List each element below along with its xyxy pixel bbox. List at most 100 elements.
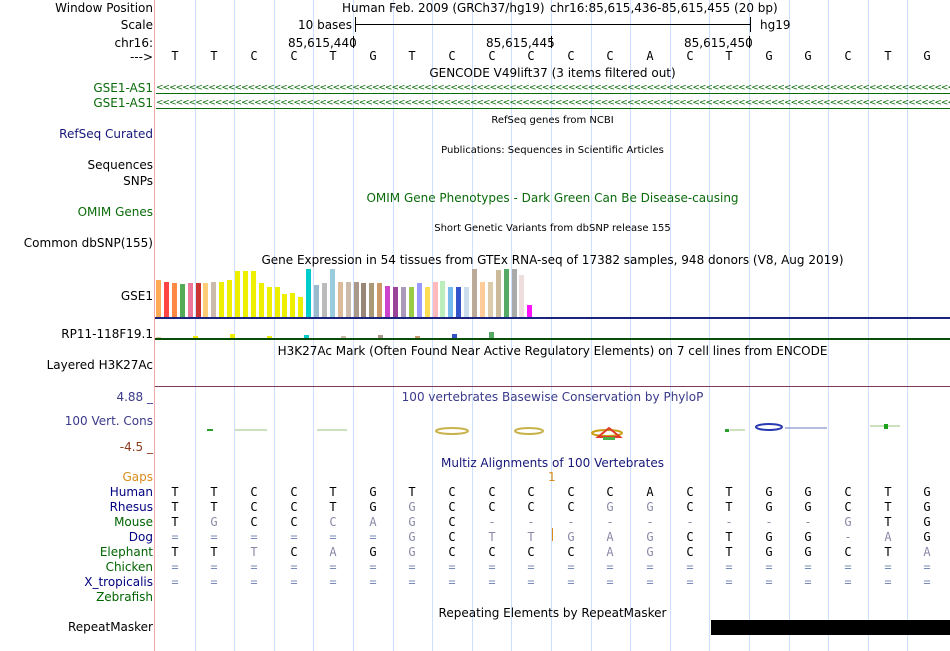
expression-bar[interactable] — [337, 282, 343, 318]
alignment-base: A — [606, 545, 614, 559]
gse1-expression-chart[interactable] — [155, 268, 950, 318]
expression-bar[interactable] — [361, 283, 367, 318]
species-label[interactable]: Rhesus — [109, 500, 153, 514]
expression-bar[interactable] — [219, 282, 225, 318]
expression-bar[interactable] — [314, 285, 319, 318]
expression-bar[interactable] — [282, 294, 288, 318]
gene-label-gse1-as1[interactable]: GSE1-AS1 — [93, 81, 153, 95]
refseq-track-title[interactable]: RefSeq genes from NCBI — [491, 115, 614, 126]
expression-bar[interactable] — [242, 271, 248, 318]
expression-bar[interactable] — [250, 271, 256, 318]
gencode-track-title[interactable]: GENCODE V49lift37 (3 items filtered out) — [429, 66, 676, 80]
rmsk-label[interactable]: RepeatMasker — [67, 620, 153, 634]
expression-bar[interactable] — [171, 283, 177, 318]
expression-bar[interactable] — [495, 270, 501, 318]
expression-bar[interactable] — [353, 282, 359, 318]
omim-label[interactable]: OMIM Genes — [77, 205, 153, 219]
expression-bar[interactable] — [230, 334, 235, 339]
expression-bar[interactable] — [266, 287, 272, 318]
species-label[interactable]: Chicken — [105, 560, 153, 574]
expression-bar[interactable] — [489, 332, 494, 339]
rp11-label[interactable]: RP11-118F19.1 — [61, 327, 153, 341]
expression-bar[interactable] — [456, 287, 462, 318]
dbsnp-track-title[interactable]: Short Genetic Variants from dbSNP releas… — [434, 223, 671, 234]
expression-bar[interactable] — [527, 305, 533, 318]
expression-bar[interactable] — [329, 269, 335, 318]
species-label[interactable]: Human — [109, 485, 153, 499]
expression-bar[interactable] — [385, 286, 391, 318]
expression-bar[interactable] — [258, 283, 264, 318]
alignment-base: G — [804, 545, 812, 559]
expression-bar[interactable] — [378, 335, 383, 339]
expression-bar[interactable] — [290, 293, 296, 318]
expression-bar[interactable] — [369, 283, 375, 318]
conservation-track-title[interactable]: 100 vertebrates Basewise Conservation by… — [401, 390, 704, 404]
expression-bar[interactable] — [211, 282, 217, 318]
species-label[interactable]: Dog — [128, 530, 153, 544]
expression-bar[interactable] — [298, 297, 304, 318]
scale-text: 10 bases — [298, 18, 352, 32]
species-label[interactable]: X_tropicalis — [84, 575, 153, 589]
expression-bar[interactable] — [448, 287, 454, 318]
alignment-base: T — [329, 485, 337, 499]
snps-label[interactable]: SNPs — [123, 174, 153, 188]
expression-bar[interactable] — [187, 283, 193, 318]
multiz-track-title[interactable]: Multiz Alignments of 100 Vertebrates — [440, 456, 665, 470]
gaps-label[interactable]: Gaps — [122, 470, 153, 484]
expression-bar[interactable] — [227, 280, 233, 318]
expression-bar[interactable] — [321, 283, 327, 318]
conservation-plot[interactable] — [155, 418, 950, 442]
expression-bar[interactable] — [306, 269, 312, 318]
expression-bar[interactable] — [274, 287, 280, 318]
gene-label-gse1-as1[interactable]: GSE1-AS1 — [93, 96, 153, 110]
expression-bar[interactable] — [464, 287, 470, 318]
expression-bar[interactable] — [267, 336, 272, 339]
expression-bar[interactable] — [345, 282, 351, 318]
expression-bar[interactable] — [487, 282, 493, 318]
expression-bar[interactable] — [304, 335, 309, 339]
expression-bar[interactable] — [400, 287, 406, 318]
expression-bar[interactable] — [163, 282, 169, 318]
expression-bar[interactable] — [193, 336, 198, 339]
expression-bar[interactable] — [424, 287, 430, 318]
expression-bar[interactable] — [393, 287, 398, 318]
expression-bar[interactable] — [416, 283, 422, 318]
expression-bar[interactable] — [235, 271, 240, 318]
omim-track-title[interactable]: OMIM Gene Phenotypes - Dark Green Can Be… — [366, 191, 739, 205]
species-label[interactable]: Elephant — [99, 545, 153, 559]
gene-model-gse1-as1[interactable]: <<<<<<<<<<<<<<<<<<<<<<<<<<<<<<<<<<<<<<<<… — [156, 98, 950, 109]
expression-bar[interactable] — [440, 281, 446, 318]
gse1-label[interactable]: GSE1 — [120, 289, 153, 303]
expression-bar[interactable] — [503, 269, 509, 318]
expression-bar[interactable] — [195, 283, 201, 318]
repeat-element[interactable] — [711, 620, 950, 635]
h3k27ac-track-title[interactable]: H3K27Ac Mark (Often Found Near Active Re… — [277, 344, 828, 358]
sequences-label[interactable]: Sequences — [87, 158, 153, 172]
expression-bar[interactable] — [519, 275, 525, 318]
expression-bar[interactable] — [452, 334, 457, 339]
refseq-label[interactable]: RefSeq Curated — [59, 127, 153, 141]
alignment-base: = — [646, 560, 654, 574]
expression-bar[interactable] — [432, 282, 438, 318]
label-separator — [154, 0, 155, 651]
window-position[interactable]: chr16:85,615,436-85,615,455 (20 bp) — [550, 1, 778, 15]
dbsnp-label[interactable]: Common dbSNP(155) — [23, 236, 153, 250]
expression-bar[interactable] — [472, 269, 477, 318]
expression-bar[interactable] — [479, 282, 485, 318]
conservation-label[interactable]: 100 Vert. Cons — [64, 414, 153, 428]
expression-bar[interactable] — [408, 287, 414, 318]
expression-bar[interactable] — [179, 284, 185, 318]
species-label[interactable]: Zebrafish — [96, 590, 153, 604]
rmsk-track-title[interactable]: Repeating Elements by RepeatMasker — [438, 606, 667, 620]
expression-bar[interactable] — [203, 283, 209, 318]
expression-bar[interactable] — [156, 280, 161, 318]
gene-model-gse1-as1[interactable]: <<<<<<<<<<<<<<<<<<<<<<<<<<<<<<<<<<<<<<<<… — [156, 83, 950, 94]
species-label[interactable]: Mouse — [114, 515, 153, 529]
gtex-track-title[interactable]: Gene Expression in 54 tissues from GTEx … — [261, 253, 844, 267]
expression-bar[interactable] — [511, 269, 517, 318]
expression-bar[interactable] — [377, 283, 383, 318]
expression-bar[interactable] — [415, 336, 420, 339]
expression-bar[interactable] — [341, 336, 346, 339]
h3k27ac-label[interactable]: Layered H3K27Ac — [46, 358, 153, 372]
publications-track-title[interactable]: Publications: Sequences in Scientific Ar… — [441, 145, 664, 156]
